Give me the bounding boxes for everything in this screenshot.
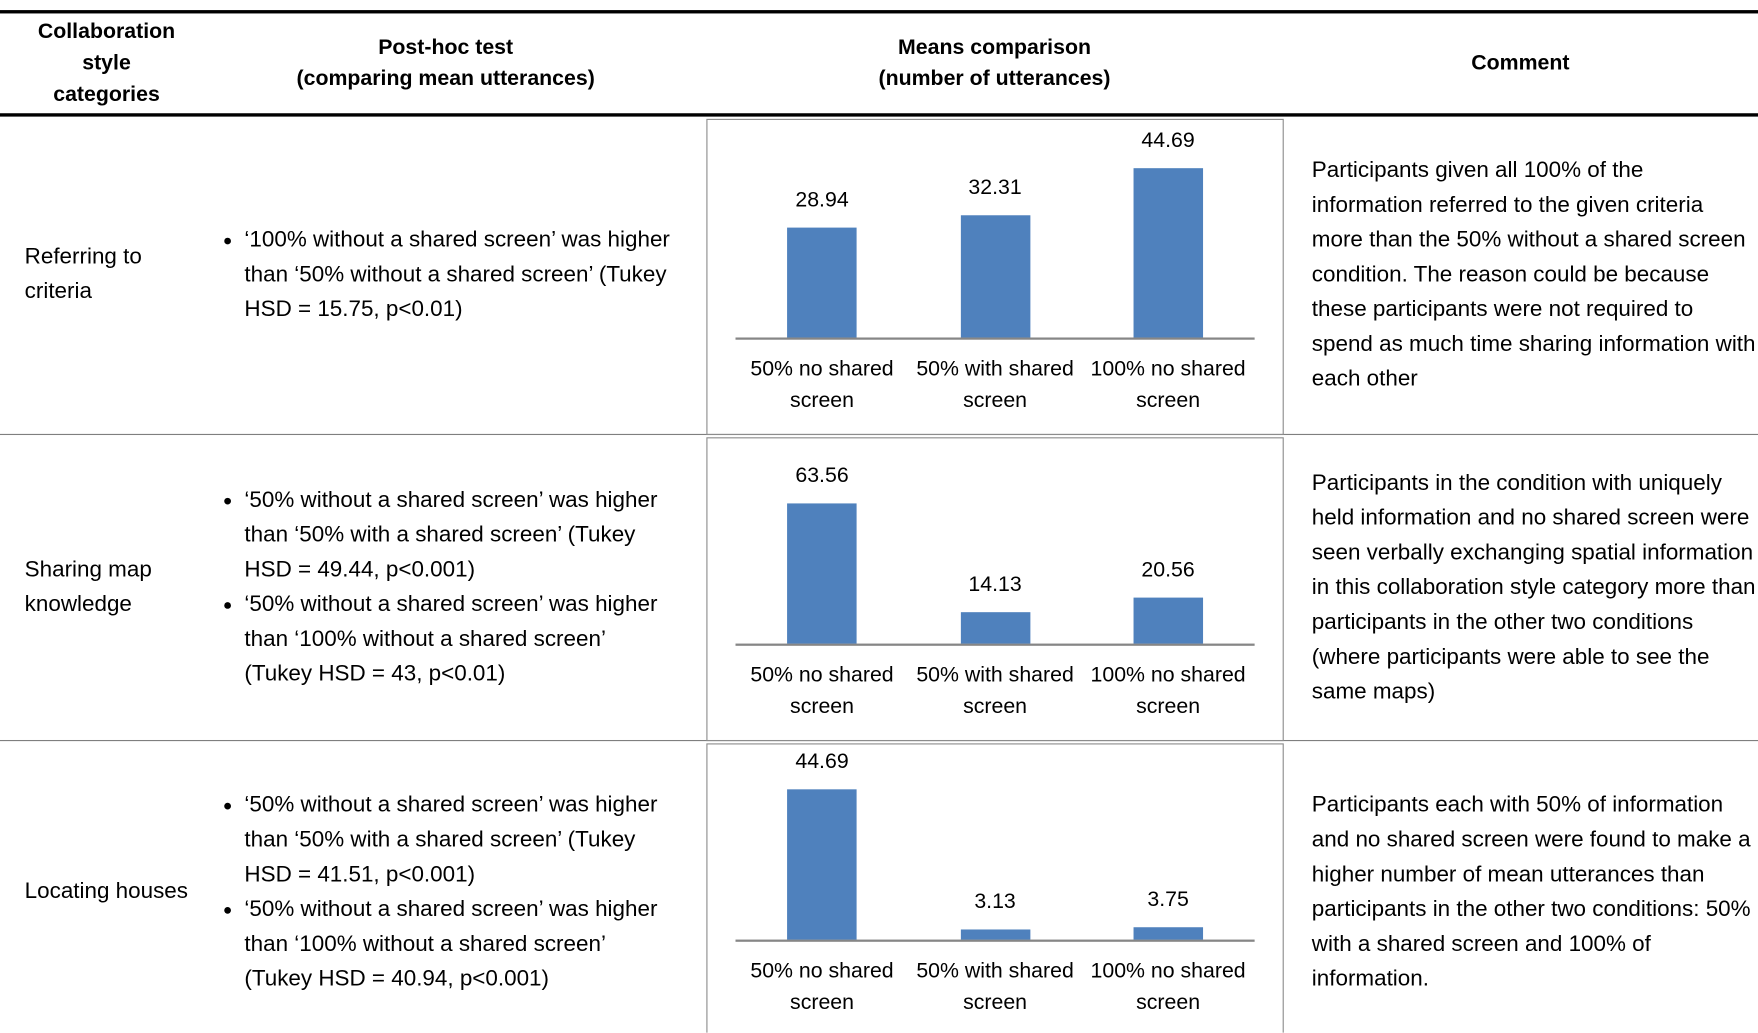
value-label: 3.75 — [1147, 887, 1189, 912]
test-list: ‘50% without a shared screen’ was higher… — [213, 483, 673, 692]
test: ‘50% without a shared screen’ was higher… — [244, 588, 672, 692]
comment-cell: Participants each with 50% of informatio… — [1312, 741, 1758, 1033]
comment: Participants in the condition with uniqu… — [1311, 470, 1756, 704]
x-tick-label: 50% no shared screen — [750, 959, 894, 1015]
comment-cell: Participants in the condition with uniqu… — [1312, 435, 1758, 740]
header-line: Post-hoc test — [378, 35, 514, 60]
header-line: style — [82, 51, 131, 76]
tests-cell: ‘100% without a shared screen’ was highe… — [213, 115, 673, 433]
header-cell: Comment — [1283, 16, 1758, 112]
test: ‘50% without a shared screen’ was higher… — [244, 788, 672, 892]
header-cell: Post-hoc test (comparing mean utterances) — [224, 16, 667, 112]
test: ‘50% without a shared screen’ was higher… — [244, 892, 672, 996]
category: Sharing map knowledge — [24, 557, 152, 617]
bar — [960, 929, 1030, 940]
header-line: Means comparison — [898, 35, 1091, 60]
value-label: 20.56 — [1141, 558, 1195, 583]
category-cell: Sharing map knowledge — [25, 435, 193, 740]
value-label: 32.31 — [968, 175, 1022, 200]
test: ‘100% without a shared screen’ was highe… — [244, 223, 672, 327]
value-label: 44.69 — [795, 749, 849, 774]
bar — [1133, 168, 1203, 338]
bar — [1133, 598, 1203, 644]
x-tick-label: 50% no shared screen — [750, 663, 894, 719]
category: Referring to criteria — [24, 244, 142, 304]
chart-baseline — [735, 643, 1255, 646]
value-label: 3.13 — [974, 889, 1016, 914]
header-cell: Means comparison (number of utterances) — [706, 16, 1282, 112]
chart-frame — [706, 437, 1284, 742]
tests-cell: ‘50% without a shared screen’ was higher… — [213, 435, 673, 740]
comment: Participants each with 50% of informatio… — [1311, 792, 1751, 991]
bar — [1133, 926, 1203, 940]
header-line: (number of utterances) — [878, 67, 1111, 91]
bar — [787, 503, 857, 644]
x-tick-label: 50% with shared screen — [916, 663, 1074, 719]
bar — [787, 789, 857, 940]
x-tick-label: 100% no shared screen — [1090, 959, 1246, 1015]
comment: Participants given all 100% of the infor… — [1311, 157, 1756, 391]
test: ‘50% without a shared screen’ was higher… — [244, 483, 672, 587]
category-cell: Locating houses — [25, 741, 193, 1033]
test-list: ‘100% without a shared screen’ was highe… — [213, 223, 673, 327]
comment-cell: Participants given all 100% of the infor… — [1312, 115, 1758, 433]
bar — [960, 215, 1030, 338]
bar — [960, 612, 1030, 644]
x-tick-label: 50% no shared screen — [750, 357, 894, 413]
test-list: ‘50% without a shared screen’ was higher… — [213, 788, 673, 997]
x-tick-label: 100% no shared screen — [1090, 663, 1246, 719]
value-label: 28.94 — [795, 188, 849, 213]
chart-baseline — [735, 337, 1255, 340]
chart-frame — [706, 743, 1284, 1033]
header-cell: Collaboration style categories — [0, 16, 213, 112]
chart-frame — [706, 118, 1284, 436]
value-label: 63.56 — [795, 463, 849, 488]
x-tick-label: 100% no shared screen — [1090, 357, 1246, 413]
bar — [787, 227, 857, 338]
header-line: Comment — [1471, 51, 1570, 76]
header-line: Collaboration — [37, 20, 176, 44]
header-rule — [0, 113, 1758, 117]
category-cell: Referring to criteria — [25, 115, 193, 433]
x-tick-label: 50% with shared screen — [916, 357, 1074, 413]
top-rule — [0, 10, 1758, 14]
tests-cell: ‘50% without a shared screen’ was higher… — [213, 741, 673, 1033]
category: Locating houses — [24, 879, 188, 904]
value-label: 14.13 — [968, 573, 1022, 597]
x-tick-label: 50% with shared screen — [916, 959, 1074, 1015]
header-line: (comparing mean utterances) — [296, 67, 595, 91]
value-label: 44.69 — [1141, 128, 1195, 153]
header-line: categories — [53, 82, 160, 107]
chart-baseline — [735, 939, 1255, 942]
